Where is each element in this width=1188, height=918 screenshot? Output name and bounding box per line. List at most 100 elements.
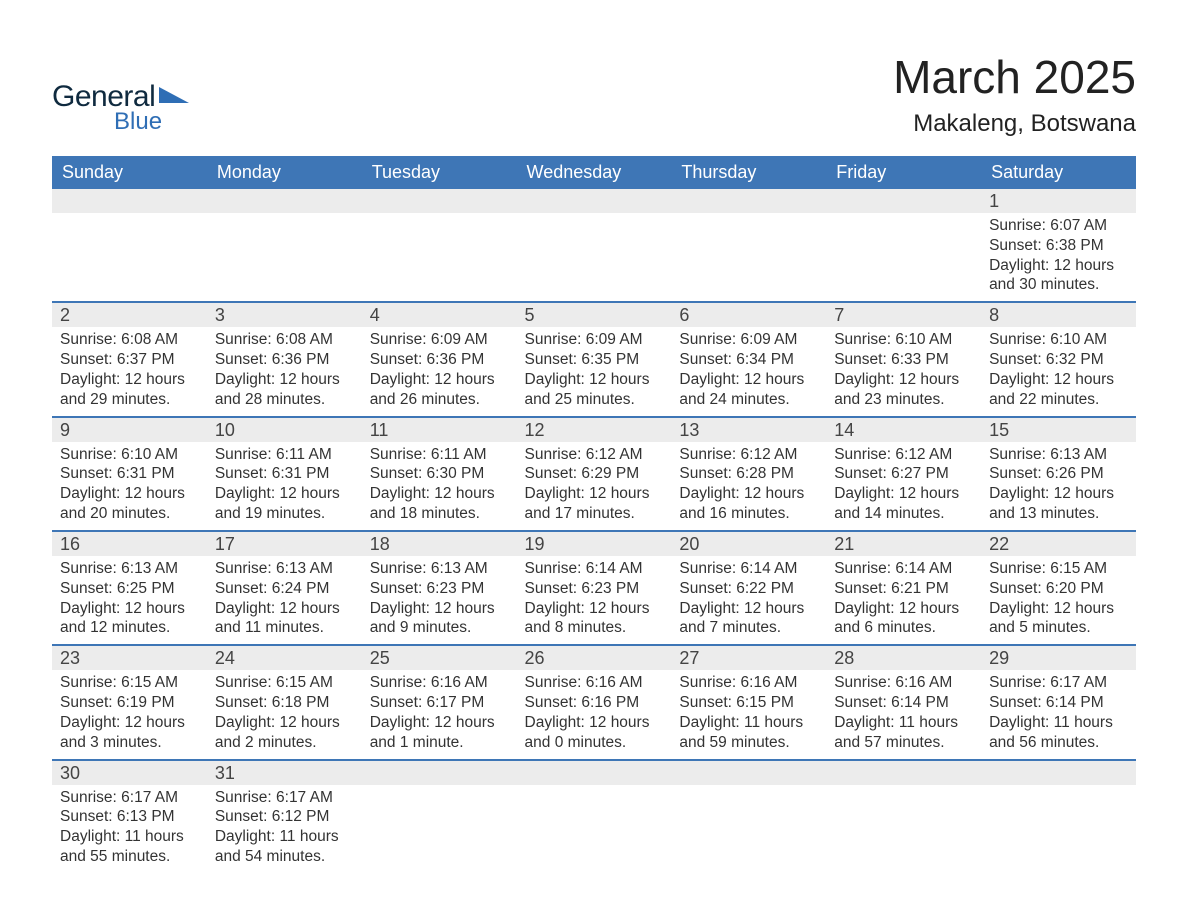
day-body: Sunrise: 6:14 AMSunset: 6:23 PMDaylight:… xyxy=(517,556,672,644)
daylight-line2: and 18 minutes. xyxy=(370,504,509,524)
calendar-cell xyxy=(671,189,826,302)
daylight-line2: and 13 minutes. xyxy=(989,504,1128,524)
calendar-cell: 25Sunrise: 6:16 AMSunset: 6:17 PMDayligh… xyxy=(362,645,517,759)
calendar-cell: 20Sunrise: 6:14 AMSunset: 6:22 PMDayligh… xyxy=(671,531,826,645)
day-body xyxy=(981,785,1136,857)
calendar-cell: 19Sunrise: 6:14 AMSunset: 6:23 PMDayligh… xyxy=(517,531,672,645)
day-body: Sunrise: 6:09 AMSunset: 6:36 PMDaylight:… xyxy=(362,327,517,415)
sunrise-text: Sunrise: 6:17 AM xyxy=(989,673,1128,693)
calendar-cell: 3Sunrise: 6:08 AMSunset: 6:36 PMDaylight… xyxy=(207,302,362,416)
day-number: 25 xyxy=(362,646,517,670)
calendar-week-row: 30Sunrise: 6:17 AMSunset: 6:13 PMDayligh… xyxy=(52,760,1136,873)
sunrise-text: Sunrise: 6:13 AM xyxy=(989,445,1128,465)
sunset-text: Sunset: 6:24 PM xyxy=(215,579,354,599)
weekday-header-row: SundayMondayTuesdayWednesdayThursdayFrid… xyxy=(52,156,1136,189)
sunset-text: Sunset: 6:29 PM xyxy=(525,464,664,484)
sunset-text: Sunset: 6:18 PM xyxy=(215,693,354,713)
calendar-cell: 4Sunrise: 6:09 AMSunset: 6:36 PMDaylight… xyxy=(362,302,517,416)
daylight-line2: and 28 minutes. xyxy=(215,390,354,410)
calendar-cell: 2Sunrise: 6:08 AMSunset: 6:37 PMDaylight… xyxy=(52,302,207,416)
sunrise-text: Sunrise: 6:13 AM xyxy=(370,559,509,579)
sunrise-text: Sunrise: 6:09 AM xyxy=(370,330,509,350)
calendar-cell: 28Sunrise: 6:16 AMSunset: 6:14 PMDayligh… xyxy=(826,645,981,759)
sunrise-text: Sunrise: 6:11 AM xyxy=(370,445,509,465)
calendar-cell xyxy=(517,760,672,873)
sunrise-text: Sunrise: 6:13 AM xyxy=(60,559,199,579)
calendar-cell: 15Sunrise: 6:13 AMSunset: 6:26 PMDayligh… xyxy=(981,417,1136,531)
calendar-cell: 21Sunrise: 6:14 AMSunset: 6:21 PMDayligh… xyxy=(826,531,981,645)
daylight-line2: and 59 minutes. xyxy=(679,733,818,753)
day-body: Sunrise: 6:16 AMSunset: 6:17 PMDaylight:… xyxy=(362,670,517,758)
daylight-line1: Daylight: 11 hours xyxy=(989,713,1128,733)
day-body xyxy=(671,785,826,857)
calendar-cell xyxy=(826,760,981,873)
day-number xyxy=(826,761,981,785)
day-body: Sunrise: 6:10 AMSunset: 6:31 PMDaylight:… xyxy=(52,442,207,530)
daylight-line1: Daylight: 11 hours xyxy=(834,713,973,733)
day-body: Sunrise: 6:08 AMSunset: 6:36 PMDaylight:… xyxy=(207,327,362,415)
sunset-text: Sunset: 6:26 PM xyxy=(989,464,1128,484)
daylight-line1: Daylight: 12 hours xyxy=(60,484,199,504)
sunset-text: Sunset: 6:25 PM xyxy=(60,579,199,599)
logo-triangle-icon xyxy=(159,85,189,110)
sunrise-text: Sunrise: 6:14 AM xyxy=(834,559,973,579)
calendar-cell xyxy=(671,760,826,873)
weekday-header: Tuesday xyxy=(362,156,517,189)
day-number: 22 xyxy=(981,532,1136,556)
daylight-line1: Daylight: 12 hours xyxy=(834,599,973,619)
sunset-text: Sunset: 6:15 PM xyxy=(679,693,818,713)
sunset-text: Sunset: 6:19 PM xyxy=(60,693,199,713)
day-body: Sunrise: 6:13 AMSunset: 6:25 PMDaylight:… xyxy=(52,556,207,644)
daylight-line2: and 22 minutes. xyxy=(989,390,1128,410)
daylight-line1: Daylight: 12 hours xyxy=(989,370,1128,390)
daylight-line2: and 20 minutes. xyxy=(60,504,199,524)
day-body: Sunrise: 6:11 AMSunset: 6:30 PMDaylight:… xyxy=(362,442,517,530)
weekday-header: Saturday xyxy=(981,156,1136,189)
sunset-text: Sunset: 6:28 PM xyxy=(679,464,818,484)
day-number: 29 xyxy=(981,646,1136,670)
daylight-line1: Daylight: 12 hours xyxy=(215,370,354,390)
daylight-line1: Daylight: 11 hours xyxy=(215,827,354,847)
calendar-cell: 27Sunrise: 6:16 AMSunset: 6:15 PMDayligh… xyxy=(671,645,826,759)
daylight-line1: Daylight: 12 hours xyxy=(989,599,1128,619)
sunset-text: Sunset: 6:23 PM xyxy=(525,579,664,599)
daylight-line1: Daylight: 11 hours xyxy=(60,827,199,847)
day-number: 4 xyxy=(362,303,517,327)
day-number: 30 xyxy=(52,761,207,785)
header: General Blue March 2025 Makaleng, Botswa… xyxy=(52,50,1136,138)
weekday-header: Friday xyxy=(826,156,981,189)
daylight-line2: and 54 minutes. xyxy=(215,847,354,867)
daylight-line1: Daylight: 12 hours xyxy=(60,713,199,733)
logo-text-blue: Blue xyxy=(114,108,189,136)
day-body xyxy=(671,213,826,285)
daylight-line1: Daylight: 12 hours xyxy=(989,484,1128,504)
day-number: 9 xyxy=(52,418,207,442)
day-number: 6 xyxy=(671,303,826,327)
day-body: Sunrise: 6:14 AMSunset: 6:22 PMDaylight:… xyxy=(671,556,826,644)
daylight-line2: and 19 minutes. xyxy=(215,504,354,524)
daylight-line2: and 3 minutes. xyxy=(60,733,199,753)
weekday-header: Thursday xyxy=(671,156,826,189)
sunrise-text: Sunrise: 6:12 AM xyxy=(525,445,664,465)
month-title: March 2025 xyxy=(893,50,1136,104)
daylight-line2: and 0 minutes. xyxy=(525,733,664,753)
sunset-text: Sunset: 6:35 PM xyxy=(525,350,664,370)
day-body xyxy=(517,785,672,857)
calendar-cell xyxy=(981,760,1136,873)
day-number: 3 xyxy=(207,303,362,327)
day-number: 8 xyxy=(981,303,1136,327)
day-number: 16 xyxy=(52,532,207,556)
calendar-cell: 13Sunrise: 6:12 AMSunset: 6:28 PMDayligh… xyxy=(671,417,826,531)
day-body xyxy=(207,213,362,285)
sunrise-text: Sunrise: 6:15 AM xyxy=(60,673,199,693)
daylight-line1: Daylight: 12 hours xyxy=(370,484,509,504)
daylight-line2: and 9 minutes. xyxy=(370,618,509,638)
day-number xyxy=(52,189,207,213)
day-body xyxy=(517,213,672,285)
sunset-text: Sunset: 6:12 PM xyxy=(215,807,354,827)
day-body: Sunrise: 6:17 AMSunset: 6:12 PMDaylight:… xyxy=(207,785,362,873)
weekday-header: Sunday xyxy=(52,156,207,189)
calendar-week-row: 1Sunrise: 6:07 AMSunset: 6:38 PMDaylight… xyxy=(52,189,1136,302)
daylight-line2: and 6 minutes. xyxy=(834,618,973,638)
daylight-line2: and 57 minutes. xyxy=(834,733,973,753)
